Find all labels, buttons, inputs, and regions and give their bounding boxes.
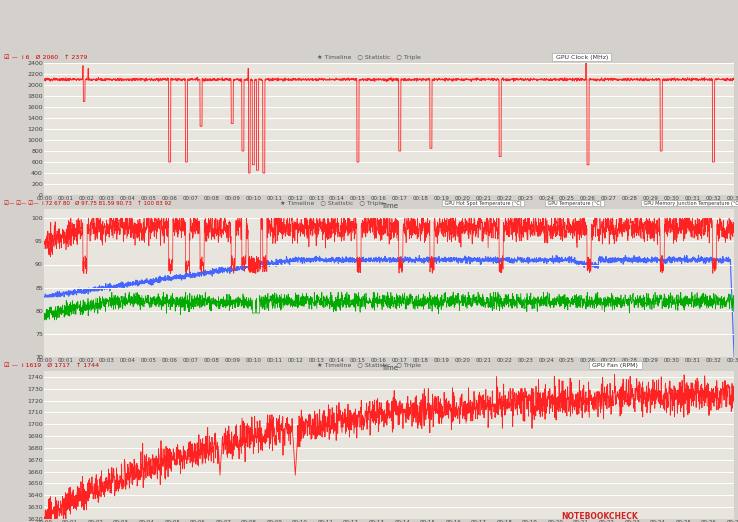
X-axis label: Time: Time	[381, 365, 398, 371]
Text: ☑— ☑— ☑—  i 72 67 80   Ø 97.75 81.59 90.73   ↑ 100 83 92: ☑— ☑— ☑— i 72 67 80 Ø 97.75 81.59 90.73 …	[4, 200, 171, 206]
Text: GPU Memory Junction Temperature (°C): GPU Memory Junction Temperature (°C)	[642, 200, 738, 206]
Text: ☑ —  i 6   Ø 2060   ↑ 2379: ☑ — i 6 Ø 2060 ↑ 2379	[4, 54, 87, 60]
Text: NOTEBOOKCHECK: NOTEBOOKCHECK	[561, 513, 638, 521]
Text: ★ Timeline   ○ Statistic   ○ Triple: ★ Timeline ○ Statistic ○ Triple	[317, 54, 421, 60]
Text: ★ Timeline   ○ Statistic   ○ Triple: ★ Timeline ○ Statistic ○ Triple	[317, 362, 421, 367]
X-axis label: Time: Time	[381, 203, 398, 209]
Text: GPU Clock (MHz): GPU Clock (MHz)	[554, 54, 610, 60]
Text: GPU Temperature (°C): GPU Temperature (°C)	[546, 200, 603, 206]
Text: GPU Hot Spot Temperature (°C): GPU Hot Spot Temperature (°C)	[443, 200, 523, 206]
Text: ☑ —  i 1619   Ø 1717   ↑ 1744: ☑ — i 1619 Ø 1717 ↑ 1744	[4, 362, 99, 367]
Text: GPU Fan (RPM): GPU Fan (RPM)	[590, 362, 641, 367]
Text: ★ Timeline   ○ Statistic   ○ Triple: ★ Timeline ○ Statistic ○ Triple	[280, 200, 384, 206]
